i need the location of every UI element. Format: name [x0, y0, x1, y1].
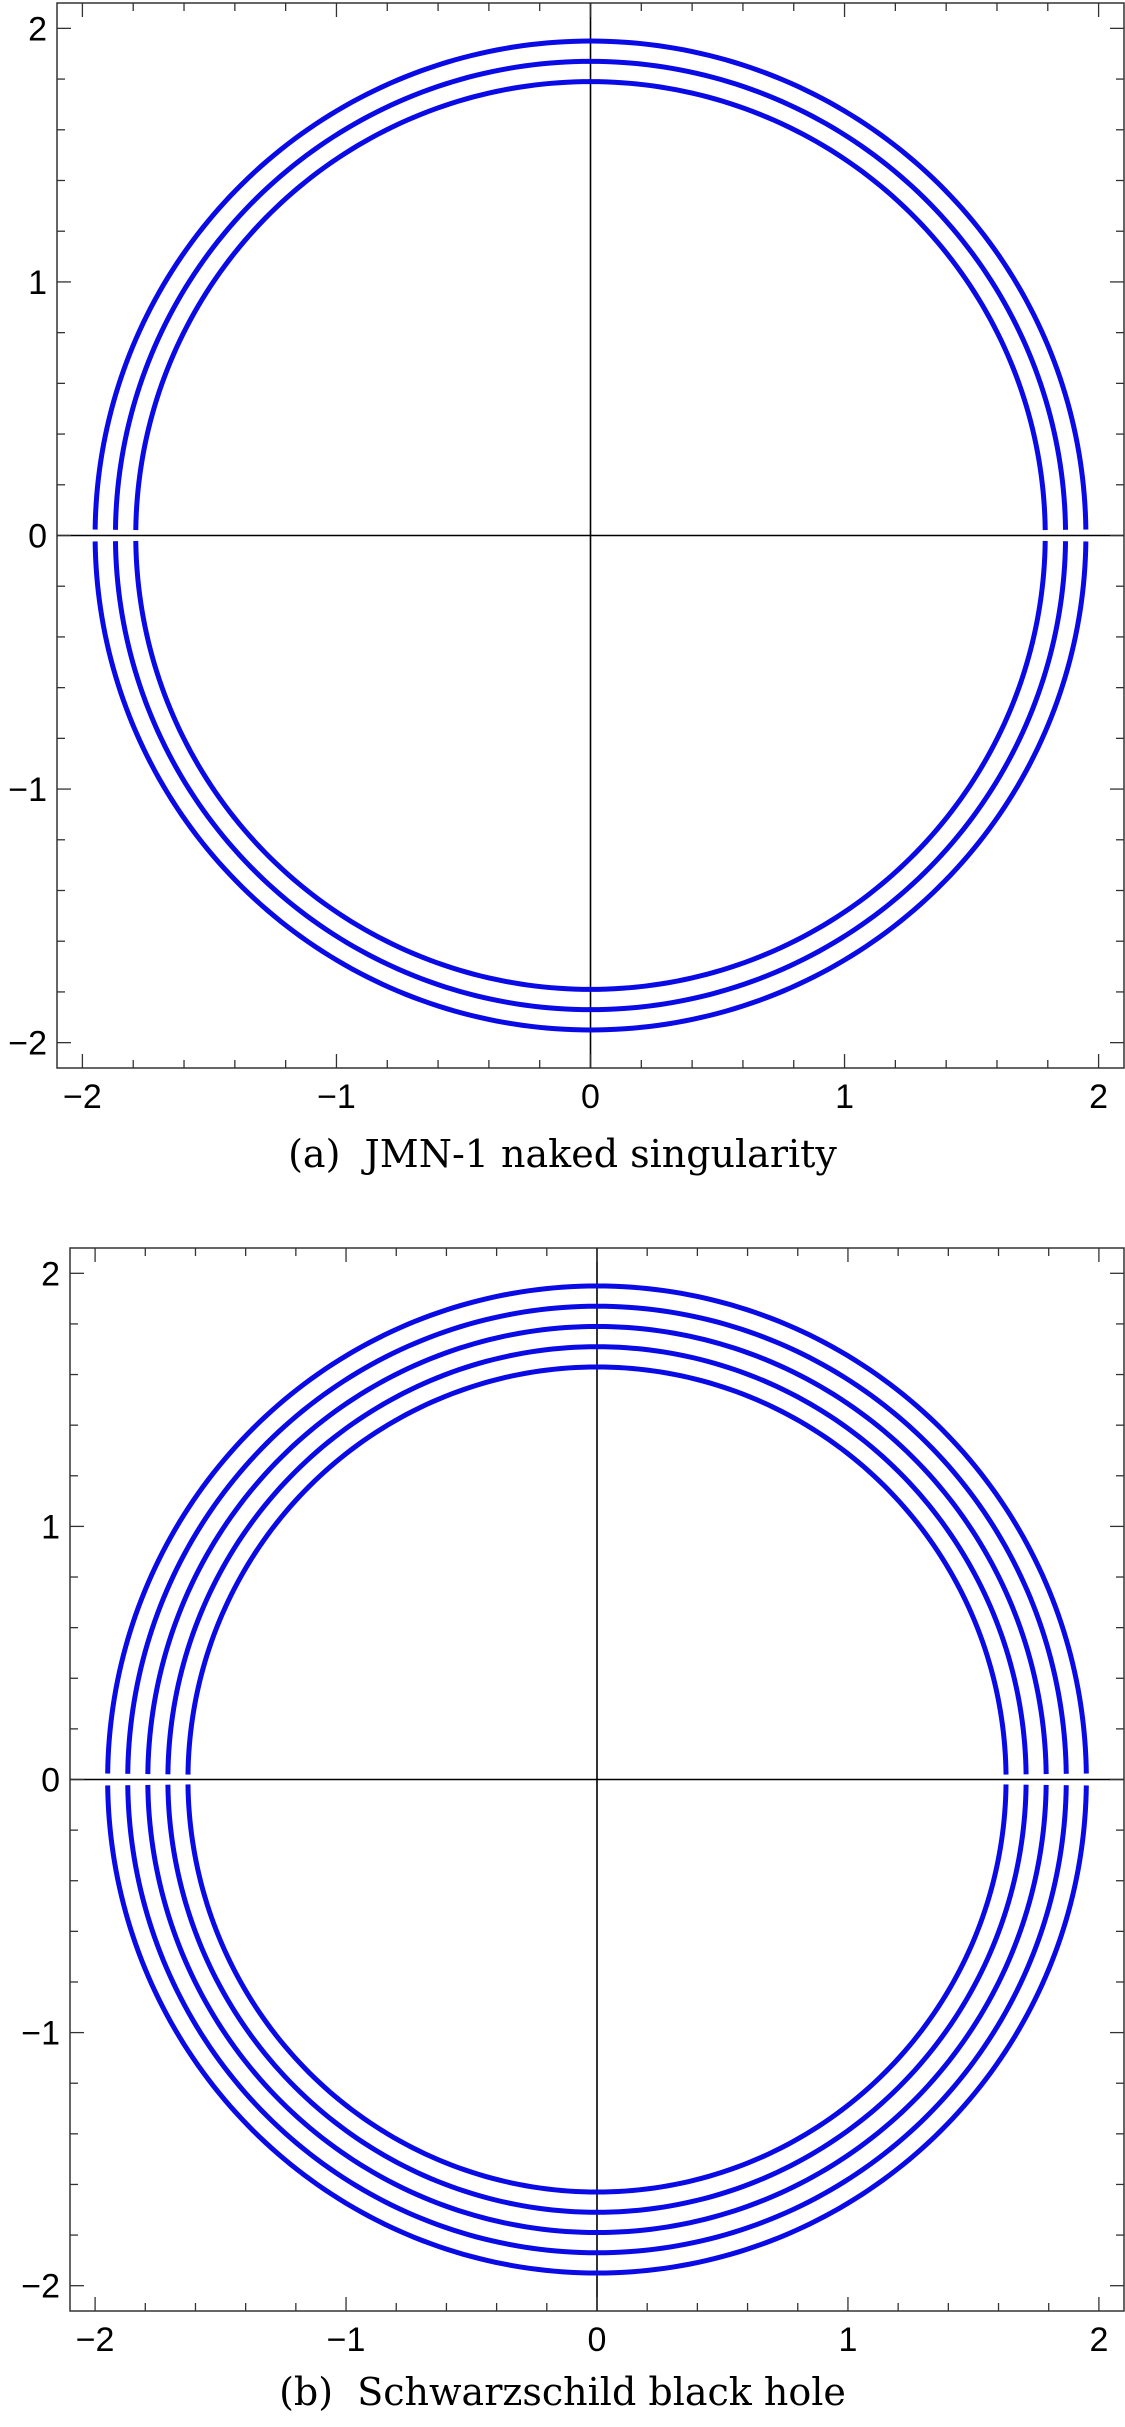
ring-4-upper [165, 1344, 1029, 1775]
ring-2-upper [112, 58, 1069, 530]
y-tick-label: 1 [28, 264, 47, 302]
x-tick-label: −1 [317, 1078, 356, 1116]
ring-3-lower [133, 540, 1048, 992]
caption-b: (b) Schwarzschild black hole [279, 2370, 846, 2414]
y-tick-label: 2 [28, 10, 47, 48]
ring-1-lower [105, 1785, 1089, 2276]
ring-3-upper [133, 79, 1048, 531]
ring-2-lower [125, 1785, 1069, 2256]
x-tick-label: 0 [581, 1078, 600, 1116]
ring-3-lower [145, 1784, 1049, 2236]
y-tick-label: −1 [8, 771, 47, 809]
ring-5-lower [185, 1784, 1009, 2195]
y-tick-label: −2 [21, 2268, 60, 2306]
chart-panel-b: −2 −1 0 1 2 −2 −1 0 1 2 [21, 1247, 1125, 2359]
y-tick-label: 0 [41, 1762, 60, 1800]
x-tick-label: 1 [835, 1078, 854, 1116]
ring-2-lower [112, 541, 1069, 1013]
ring-1-upper [92, 38, 1089, 530]
x-tick-label: 2 [1089, 1078, 1108, 1116]
y-tick-label: 0 [28, 518, 47, 556]
caption-a: (a) JMN-1 naked singularity [288, 1132, 837, 1176]
ring-2-upper [125, 1303, 1069, 1774]
x-tick-label: −1 [327, 2321, 366, 2359]
x-tick-label: 2 [1089, 2321, 1108, 2359]
ring-1-lower [92, 541, 1089, 1033]
ring-3-upper [145, 1323, 1049, 1775]
y-tick-label: −2 [8, 1025, 47, 1063]
y-tick-label: 1 [41, 1508, 60, 1546]
x-tick-label: −2 [76, 2321, 115, 2359]
y-tick-label: 2 [41, 1255, 60, 1293]
y-tick-label: −1 [21, 2015, 60, 2053]
ring-5-upper [185, 1364, 1009, 1775]
ring-4-lower [165, 1784, 1029, 2215]
x-tick-label: −2 [63, 1078, 102, 1116]
chart-panel-a: −2 −1 0 1 2 −2 −1 0 1 2 [8, 2, 1125, 1116]
ring-1-upper [105, 1283, 1089, 1774]
x-tick-label: 1 [838, 2321, 857, 2359]
x-tick-label: 0 [588, 2321, 607, 2359]
